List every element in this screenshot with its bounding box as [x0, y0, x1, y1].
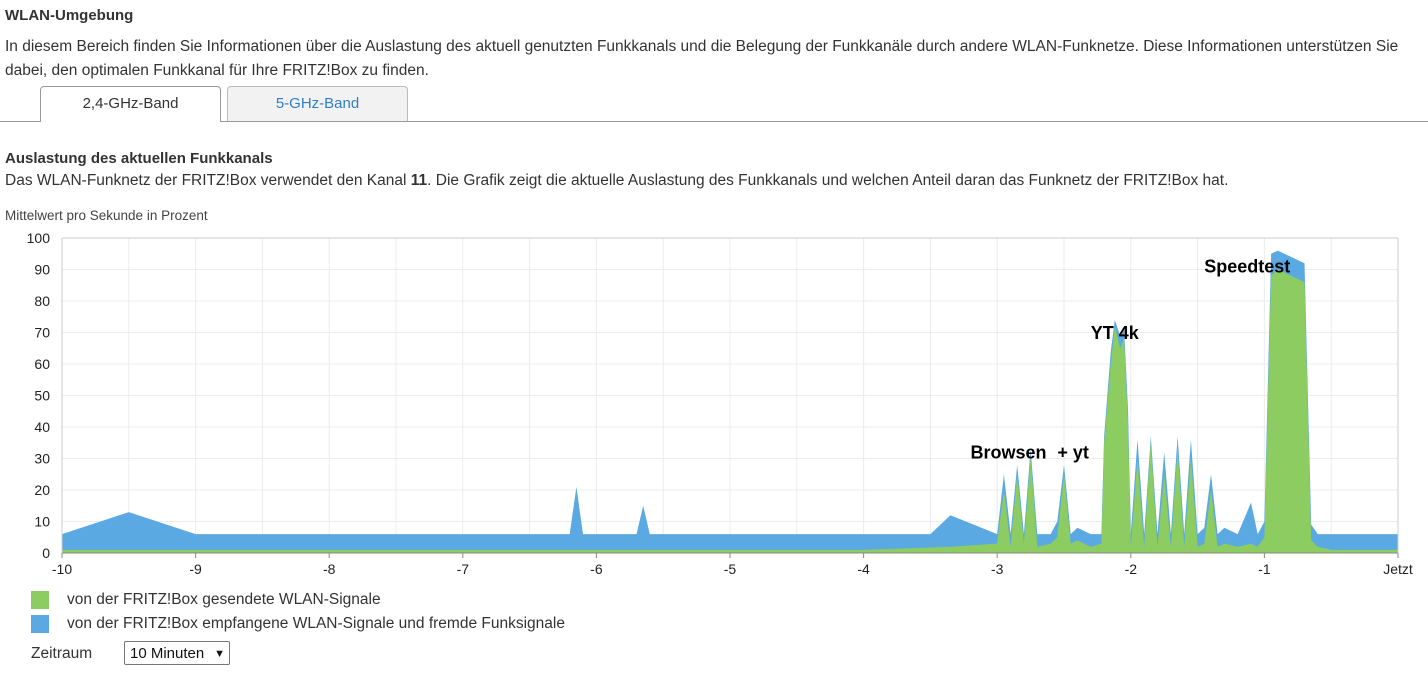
chart-unit-label: Mittelwert pro Sekunde in Prozent [5, 208, 208, 223]
section-title: WLAN-Umgebung [5, 7, 134, 24]
x-tick-label: -7 [457, 561, 470, 577]
y-tick-label: 60 [34, 356, 50, 372]
legend-received-swatch [31, 615, 49, 633]
period-select-value: 10 Minuten [130, 645, 205, 662]
tab-24ghz[interactable]: 2,4-GHz-Band [40, 86, 221, 122]
x-tick-label: -2 [1125, 561, 1138, 577]
chevron-down-icon: ▼ [214, 648, 225, 660]
legend-sent-label: von der FRITZ!Box gesendete WLAN-Signale [67, 591, 381, 609]
x-tick-label: -10 [52, 561, 72, 577]
y-tick-label: 20 [34, 482, 50, 498]
period-select[interactable]: 10 Minuten ▼ [124, 641, 230, 665]
chart-annotation: YT 4k [1091, 323, 1140, 343]
channel-number: 11 [410, 172, 428, 189]
period-label: Zeitraum [31, 645, 93, 662]
y-tick-label: 40 [34, 419, 50, 435]
legend-received: von der FRITZ!Box empfangene WLAN-Signal… [31, 615, 565, 633]
tab-5ghz[interactable]: 5-GHz-Band [227, 86, 408, 121]
y-tick-label: 10 [34, 514, 50, 530]
y-tick-label: 50 [34, 388, 50, 404]
y-tick-label: 0 [42, 545, 50, 561]
y-tick-label: 70 [34, 325, 50, 341]
y-tick-label: 100 [27, 230, 51, 246]
x-tick-label: -4 [857, 561, 870, 577]
x-tick-label: -3 [991, 561, 1004, 577]
chart-annotation: + yt [1057, 443, 1089, 463]
desc-text-before: Das WLAN-Funknetz der FRITZ!Box verwende… [5, 172, 411, 189]
chart-annotation: Speedtest [1204, 257, 1290, 277]
legend-received-label: von der FRITZ!Box empfangene WLAN-Signal… [67, 615, 565, 633]
x-tick-label: -6 [590, 561, 603, 577]
channel-description: Das WLAN-Funknetz der FRITZ!Box verwende… [5, 172, 1228, 190]
x-tick-label: Jetzt [1383, 561, 1413, 577]
legend-sent: von der FRITZ!Box gesendete WLAN-Signale [31, 591, 381, 609]
area-sent [62, 269, 1398, 553]
x-tick-label: -9 [189, 561, 202, 577]
band-tabs: 2,4-GHz-Band 5-GHz-Band [0, 86, 1428, 122]
section-intro: In diesem Bereich finden Sie Information… [5, 38, 1399, 79]
x-tick-label: -8 [323, 561, 336, 577]
channel-section-title: Auslastung des aktuellen Funkkanals [5, 150, 273, 167]
chart-annotation: Browsen [970, 443, 1046, 463]
desc-text-after: . Die Grafik zeigt die aktuelle Auslastu… [427, 172, 1229, 189]
x-tick-label: -1 [1258, 561, 1271, 577]
y-tick-label: 80 [34, 293, 50, 309]
x-tick-label: -5 [724, 561, 737, 577]
y-tick-label: 30 [34, 451, 50, 467]
legend-sent-swatch [31, 591, 49, 609]
utilization-chart: 0 10 20 30 40 50 60 70 80 90 100 -10 -9 -8 -7 -6 -5 -4 -3 -… [27, 230, 1413, 577]
y-tick-label: 90 [34, 262, 50, 278]
